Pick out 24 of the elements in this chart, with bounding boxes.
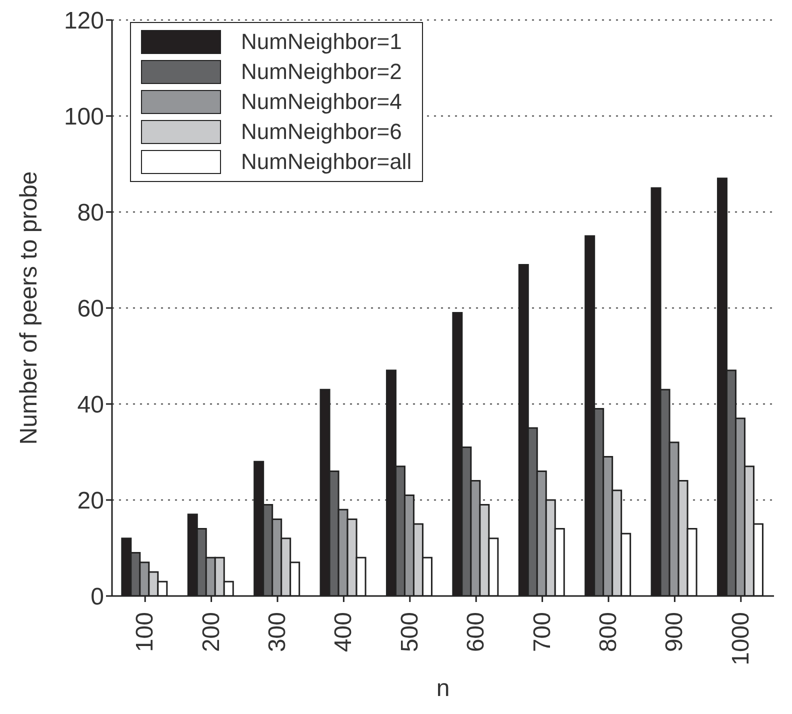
x-tick-label: 700 xyxy=(528,612,556,652)
y-axis-title: Number of peers to probe xyxy=(16,171,43,445)
x-tick-label: 800 xyxy=(595,612,622,652)
legend-label: NumNeighbor=all xyxy=(241,149,412,175)
x-axis-title: n xyxy=(436,675,450,702)
y-tick-label: 40 xyxy=(77,392,104,419)
x-tick-label: 300 xyxy=(264,612,291,652)
x-tick-label: 900 xyxy=(661,612,688,652)
y-tick-label: 20 xyxy=(77,488,104,515)
x-tick-label: 500 xyxy=(396,612,424,652)
x-tick-label: 200 xyxy=(198,612,225,652)
legend-label: NumNeighbor=2 xyxy=(241,59,402,85)
x-tick-label: 400 xyxy=(330,612,358,652)
y-tick-label: 60 xyxy=(77,296,104,323)
legend-label: NumNeighbor=6 xyxy=(241,119,402,145)
x-tick-label: 1000 xyxy=(727,612,754,666)
y-tick-label: 120 xyxy=(64,8,104,35)
x-tick-label: 100 xyxy=(132,612,159,652)
y-tick-label: 80 xyxy=(77,200,104,227)
y-tick-label: 0 xyxy=(90,584,104,611)
y-tick-label: 100 xyxy=(64,104,104,131)
x-tick-label: 600 xyxy=(462,612,490,652)
legend-label: NumNeighbor=1 xyxy=(241,29,402,55)
legend-label: NumNeighbor=4 xyxy=(241,89,402,115)
